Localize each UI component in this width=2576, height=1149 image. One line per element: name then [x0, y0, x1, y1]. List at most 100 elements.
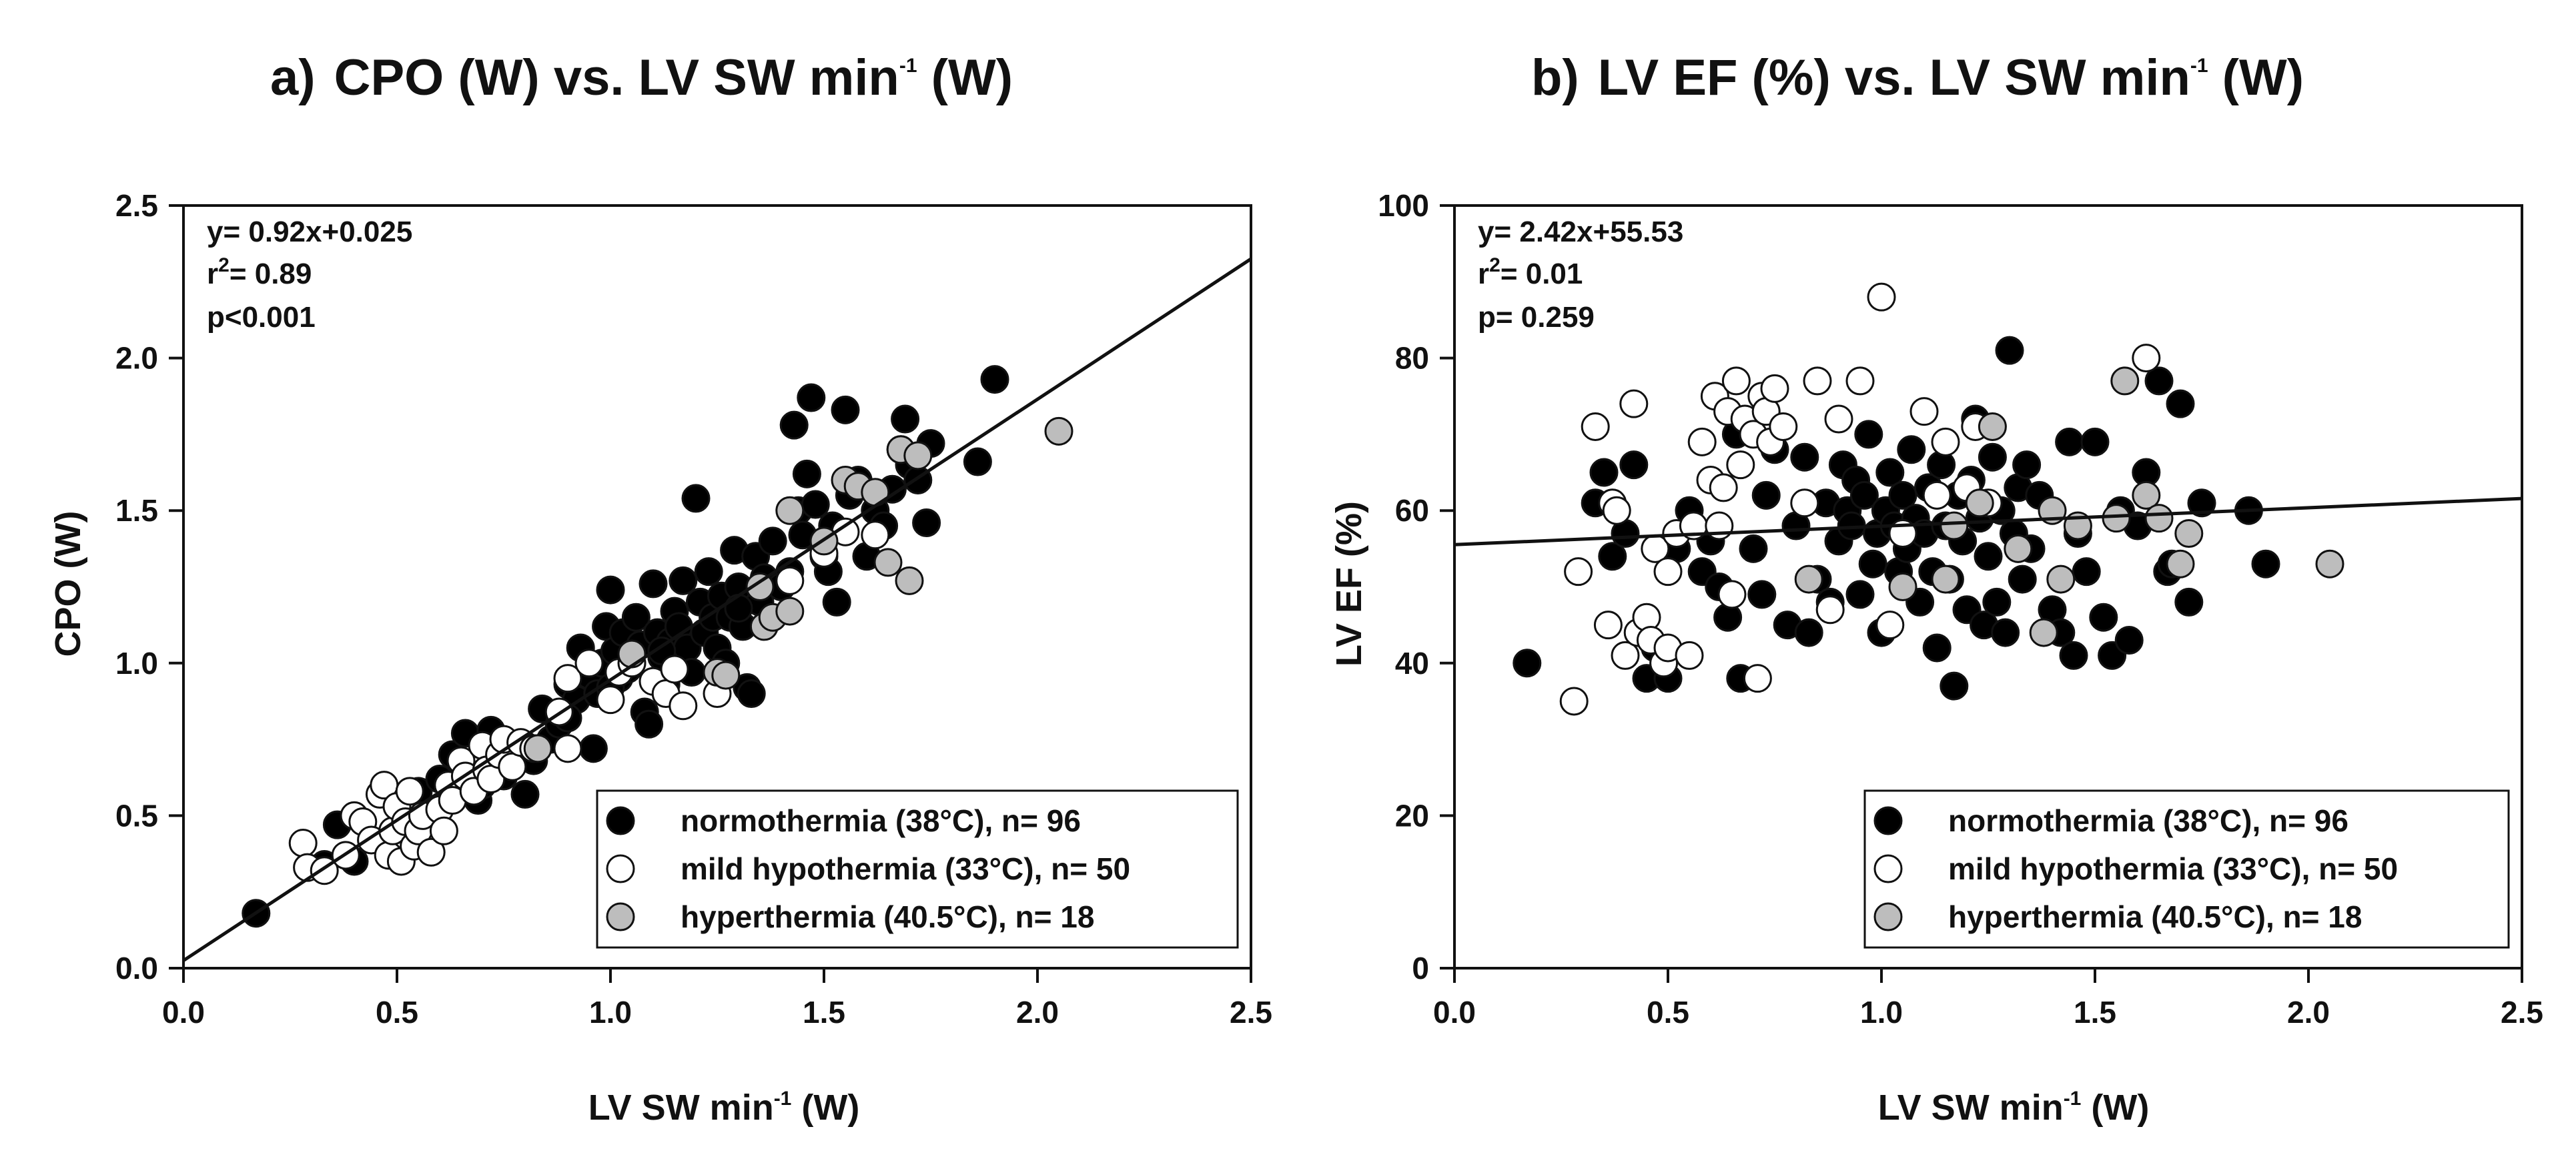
panel-a-x-tick-label: 2.0 [1016, 995, 1059, 1030]
panel-b-point-normothermia [2059, 641, 2088, 670]
panel-a-y-tick-label: 2.0 [115, 341, 158, 376]
panel-b-y-axis-label: LV EF (%) [1329, 501, 1369, 667]
panel-b-point-mild-hypothermia [1611, 641, 1640, 670]
panel-b-point-hyperthermia [2110, 366, 2140, 396]
panel-b-xlabel-sup: -1 [2064, 1088, 2082, 1110]
panel-b-point-mild-hypothermia [2132, 344, 2161, 373]
panel-a-point-normothermia [822, 587, 851, 617]
panel-b-point-normothermia [1747, 580, 1777, 609]
panel-a-point-normothermia [694, 557, 723, 587]
panel-a-point-hyperthermia [711, 661, 741, 690]
panel-b-point-hyperthermia [2132, 480, 2161, 510]
panel-b-point-normothermia [1991, 618, 2020, 647]
panel-a-y-axis-label: CPO (W) [48, 511, 88, 657]
panel-a-point-normothermia [758, 526, 787, 556]
panel-a-r2-prefix: r [207, 258, 218, 290]
panel-a-legend: normothermia (38°C), n= 96 mild hypother… [596, 789, 1239, 949]
panel-a-x-tick-label: 0.0 [162, 995, 205, 1030]
panel-b-point-normothermia [1790, 442, 1819, 472]
panel-b-y-tick-label: 60 [1395, 493, 1429, 528]
panel-b-point-mild-hypothermia [1743, 664, 1772, 693]
panel-a-point-normothermia [681, 484, 711, 513]
panel-a-legend-box [596, 789, 1239, 949]
panel-b-point-mild-hypothermia [1909, 397, 1939, 426]
panel-a-r2: r2= 0.89 [207, 254, 312, 290]
panel-a-point-mild-hypothermia [395, 777, 424, 806]
panel-b-title: b) LV EF (%) vs. LV SW min-1 (W) [1531, 49, 2304, 106]
panel-a-y-tick-label: 0.0 [115, 951, 158, 986]
panel-b-point-hyperthermia [2174, 518, 2204, 548]
panel-a-title: a) CPO (W) vs. LV SW min-1 (W) [270, 49, 1013, 106]
panel-b-point-mild-hypothermia [1790, 488, 1819, 518]
panel-a-x-tick-label: 1.5 [803, 995, 845, 1030]
panel-a-legend-label-hyperthermia: hyperthermia (40.5°C), n= 18 [681, 899, 1094, 934]
panel-b-point-mild-hypothermia [1559, 687, 1589, 716]
panel-a-point-normothermia [831, 395, 860, 424]
panel-a-point-mild-hypothermia [861, 520, 890, 550]
panel-a-point-hyperthermia [903, 441, 933, 470]
panel-b-point-normothermia [2089, 603, 2118, 632]
panel-b-y-tick-label: 0 [1412, 951, 1429, 986]
panel-b-point-hyperthermia [1888, 572, 1917, 601]
panel-b-point-normothermia [1589, 458, 1619, 487]
panel-a-point-normothermia [792, 459, 821, 488]
panel-b-point-normothermia [1922, 633, 1952, 663]
panel-b-point-mild-hypothermia [1922, 480, 1952, 510]
panel-b-y-tick-label: 80 [1395, 341, 1429, 376]
panel-b-x-tick-label: 2.0 [2287, 995, 2330, 1030]
panel-b-point-mild-hypothermia [1824, 404, 1853, 434]
panel-a-r2-value: = 0.89 [230, 258, 312, 290]
panel-b-point-hyperthermia [2144, 504, 2174, 533]
panel-b-x-tick-label: 0.0 [1433, 995, 1476, 1030]
panel-a-point-hyperthermia [775, 597, 805, 626]
panel-b-point-normothermia [1739, 534, 1768, 563]
panel-b-point-normothermia [2114, 626, 2144, 655]
panel-b-point-normothermia [1849, 480, 1879, 510]
panel-b-point-normothermia [1875, 458, 1905, 487]
panel-a-point-normothermia [737, 679, 766, 709]
panel-b-plot-frame [1453, 204, 2523, 970]
panel-b-legend-box [1863, 789, 2510, 949]
panel-b-point-normothermia [2055, 427, 2084, 456]
panel-a-legend-marker-normothermia [606, 806, 635, 835]
panel-b-point-hyperthermia [2166, 549, 2195, 579]
panel-b-point-normothermia [1513, 649, 1542, 678]
panel-b-point-mild-hypothermia [1593, 611, 1623, 640]
panel-b-point-normothermia [1854, 420, 1883, 449]
panel-a-title-sup: -1 [899, 55, 917, 77]
panel-a-point-normothermia [963, 447, 992, 476]
panel-a-x-axis-label: LV SW min-1 (W) [588, 1088, 860, 1128]
panel-b-p-value: p= 0.259 [1478, 301, 1595, 334]
panel-b-xlabel-tail: (W) [2081, 1088, 2149, 1128]
panel-b-point-hyperthermia [1794, 564, 1823, 594]
panel-a-point-mild-hypothermia [660, 655, 689, 684]
panel-a-point-normothermia [634, 709, 664, 739]
panel-b-legend-label-mild-hypothermia: mild hypothermia (33°C), n= 50 [1948, 851, 2398, 886]
panel-b-point-mild-hypothermia [1760, 374, 1789, 403]
panel-a-point-mild-hypothermia [429, 816, 458, 845]
panel-a-p-value: p<0.001 [207, 301, 316, 334]
panel-a-points [242, 365, 1074, 928]
panel-a-letter: a) [270, 49, 316, 106]
panel-b-point-normothermia [1619, 450, 1649, 480]
panel-b-point-normothermia [2008, 564, 2037, 594]
panel-b-point-mild-hypothermia [1709, 473, 1738, 502]
panel-a-y-tick-label: 2.5 [115, 188, 158, 223]
panel-b-point-normothermia [2080, 427, 2110, 456]
panel-b-point-hyperthermia [1978, 412, 2007, 441]
panel-b-r2-prefix: r [1478, 258, 1489, 290]
panel-b-point-mild-hypothermia [1726, 450, 1755, 480]
panel-a-r2-sup: 2 [218, 254, 230, 276]
panel-a-legend-label-normothermia: normothermia (38°C), n= 96 [681, 803, 1081, 838]
panel-a-ticks: 0.0 0.5 1.0 1.5 2.0 2.5 0.0 0.5 1.0 1.5 2.0 2.5 [115, 188, 1272, 1030]
panel-b-y-tick-label: 40 [1395, 646, 1429, 681]
panel-b-r2: r2= 0.01 [1478, 254, 1583, 290]
panel-b-point-normothermia [2187, 488, 2216, 518]
panel-a-point-hyperthermia [775, 496, 805, 525]
panel-b-point-normothermia [1845, 580, 1875, 609]
panel-b-x-tick-label: 1.5 [2074, 995, 2116, 1030]
panel-b-legend-marker-mild-hypothermia [1873, 854, 1903, 883]
panel-b-point-normothermia [2144, 366, 2174, 396]
panel-b-equation: y= 2.42x+55.53 [1478, 216, 1683, 248]
